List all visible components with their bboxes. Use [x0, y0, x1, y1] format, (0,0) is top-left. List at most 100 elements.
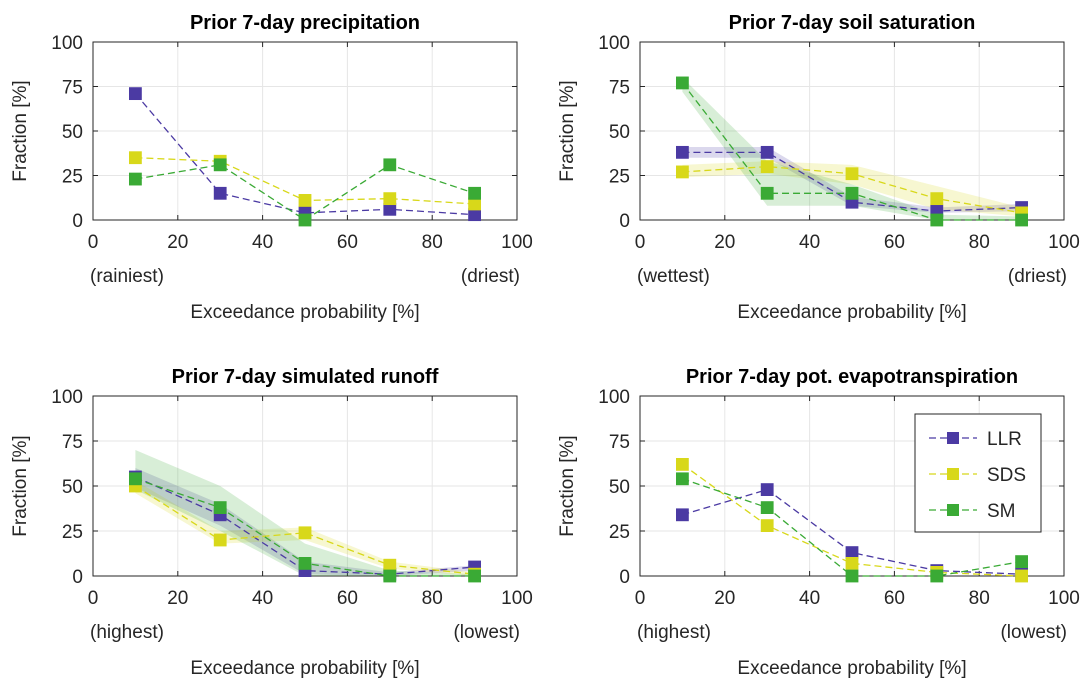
- data-point-sm: [298, 557, 312, 570]
- data-point-sds: [845, 557, 859, 570]
- legend-label-sds: SDS: [987, 465, 1026, 486]
- y-tick-label: 25: [609, 522, 630, 543]
- data-point-llr: [128, 87, 142, 101]
- data-point-sm: [468, 569, 482, 583]
- x-tick-label: 40: [252, 232, 273, 253]
- y-tick-label: 0: [619, 211, 630, 232]
- x-tick-label: 60: [884, 588, 905, 609]
- x-tick-label: 60: [337, 588, 358, 609]
- chart-panel-4: 0 20 40 60 80 100 0 25 50 75 100 (highest) (lowest) E…: [557, 366, 1080, 679]
- data-point-sds: [676, 165, 689, 179]
- data-point-sds: [760, 160, 774, 174]
- y-tick-label: 75: [609, 432, 630, 453]
- legend-marker-sm: [947, 504, 959, 516]
- chart-panel-3: 0 20 40 60 80 100 0 25 50 75 100 (highest) (lowest) E…: [10, 366, 533, 679]
- x-tick-label: 20: [167, 232, 188, 253]
- legend-label-sm: SM: [987, 501, 1016, 522]
- chart-title: Prior 7-day soil saturation: [729, 12, 976, 34]
- data-point-sds: [298, 194, 312, 207]
- y-tick-label: 50: [62, 122, 83, 143]
- data-point-sm: [930, 213, 944, 227]
- data-point-sm: [930, 569, 944, 583]
- x-axis-label: Exceedance probability [%]: [737, 658, 966, 679]
- x-tick-label: 0: [635, 232, 646, 253]
- data-point-sds: [383, 192, 397, 206]
- data-point-llr: [383, 202, 397, 216]
- y-tick-label: 25: [62, 522, 83, 543]
- axis-end-label-left: (wettest): [637, 266, 710, 287]
- data-point-sds: [383, 558, 397, 572]
- y-tick-label: 100: [51, 387, 83, 408]
- x-tick-label: 80: [969, 588, 990, 609]
- series-line-sds: [135, 485, 475, 575]
- y-tick-label: 75: [62, 432, 83, 453]
- data-point-llr: [845, 546, 859, 559]
- legend-marker-sds: [947, 468, 959, 480]
- x-tick-label: 0: [635, 588, 646, 609]
- data-point-sm: [128, 172, 142, 186]
- data-point-sds: [468, 197, 482, 211]
- axis-end-label-right: (lowest): [1000, 622, 1067, 643]
- x-axis-label: Exceedance probability [%]: [190, 658, 419, 679]
- series-line-llr: [682, 151, 1022, 212]
- x-tick-label: 80: [969, 232, 990, 253]
- axis-end-label-left: (highest): [90, 622, 164, 643]
- x-tick-label: 60: [337, 232, 358, 253]
- x-tick-label: 40: [252, 588, 273, 609]
- x-axis-label: Exceedance probability [%]: [190, 302, 419, 323]
- y-tick-label: 100: [598, 33, 630, 54]
- data-point-llr: [676, 145, 689, 159]
- y-tick-label: 25: [609, 167, 630, 188]
- data-point-sm: [676, 472, 689, 486]
- legend: LLR SDS SM: [914, 413, 1042, 533]
- legend-label-llr: LLR: [987, 429, 1022, 450]
- data-point-llr: [760, 145, 774, 159]
- y-tick-label: 0: [72, 567, 83, 588]
- x-tick-label: 100: [1048, 588, 1080, 609]
- y-tick-label: 25: [62, 167, 83, 188]
- chart-title: Prior 7-day precipitation: [190, 12, 420, 34]
- x-tick-label: 0: [88, 232, 99, 253]
- chart-panel-1: 0 20 40 60 80 100 0 25 50 75 100 (rainiest) (driest)…: [10, 12, 533, 323]
- x-tick-label: 40: [799, 588, 820, 609]
- data-point-sds: [845, 167, 859, 181]
- data-point-llr: [760, 483, 774, 497]
- y-axis-label: Fraction [%]: [557, 435, 578, 536]
- x-tick-label: 40: [799, 232, 820, 253]
- chart-title: Prior 7-day pot. evapotranspiration: [686, 366, 1018, 388]
- x-tick-label: 60: [884, 232, 905, 253]
- data-point-sds: [213, 533, 227, 547]
- series-line-sds: [682, 463, 1022, 577]
- y-tick-label: 50: [609, 122, 630, 143]
- y-tick-label: 100: [598, 387, 630, 408]
- x-tick-label: 100: [1048, 232, 1080, 253]
- x-tick-label: 0: [88, 588, 99, 609]
- data-point-sm: [845, 186, 859, 200]
- data-point-sm: [760, 501, 774, 515]
- chart-panel-2: 0 20 40 60 80 100 0 25 50 75 100 (wettest) (driest) E…: [557, 12, 1080, 323]
- legend-marker-llr: [947, 432, 959, 444]
- series-line-llr: [134, 93, 475, 216]
- axis-end-label-right: (driest): [461, 266, 520, 287]
- data-point-sm: [213, 158, 227, 172]
- axis-end-label-left: (rainiest): [90, 266, 164, 287]
- data-point-sm: [468, 186, 482, 200]
- data-point-sm: [213, 501, 227, 515]
- data-point-sm: [1015, 555, 1028, 568]
- band-sm: [682, 77, 1022, 220]
- data-point-sds: [298, 526, 312, 540]
- data-point-sds: [760, 519, 774, 532]
- x-tick-label: 100: [501, 588, 533, 609]
- data-point-sm: [760, 186, 774, 200]
- data-point-sds: [930, 192, 944, 206]
- series-line-llr: [135, 476, 475, 575]
- y-tick-label: 0: [72, 211, 83, 232]
- legend-box: [914, 413, 1042, 533]
- data-point-sm: [298, 213, 312, 227]
- data-point-sm: [1015, 213, 1028, 227]
- data-point-llr: [468, 208, 482, 222]
- data-point-sds: [1015, 569, 1028, 583]
- y-axis-label: Fraction [%]: [557, 80, 578, 181]
- data-point-sm: [383, 158, 397, 172]
